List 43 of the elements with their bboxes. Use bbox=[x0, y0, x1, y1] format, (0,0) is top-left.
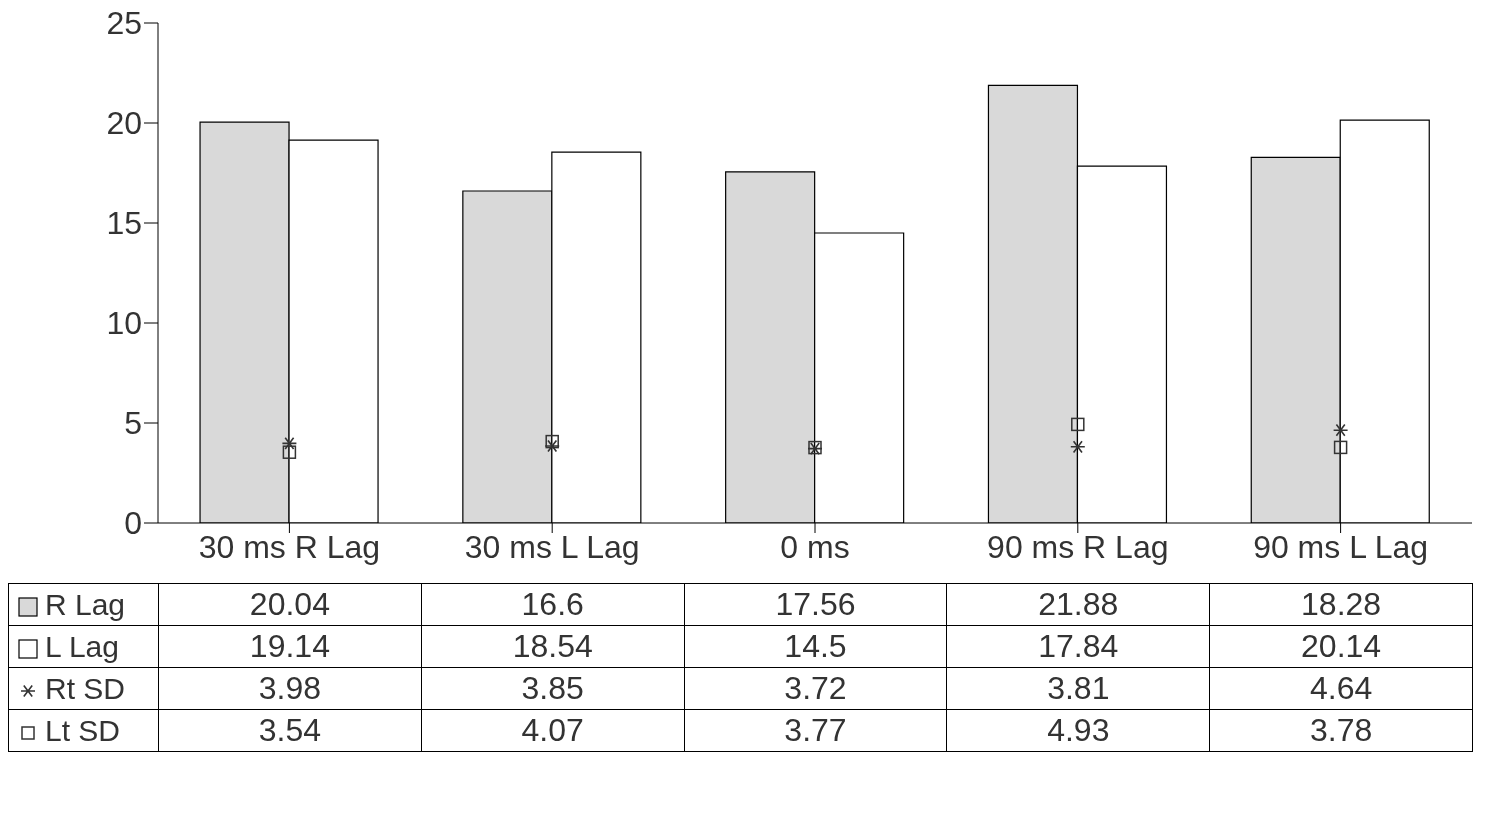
y-tick-label: 5 bbox=[124, 405, 142, 442]
data-label: 3.78 bbox=[1209, 709, 1473, 752]
y-tick-label: 15 bbox=[106, 205, 142, 242]
y-tick-label: 10 bbox=[106, 305, 142, 342]
data-label: 20.04 bbox=[158, 583, 422, 626]
data-label: 17.84 bbox=[946, 625, 1210, 668]
data-label: 18.28 bbox=[1209, 583, 1473, 626]
y-tick-label: 0 bbox=[124, 505, 142, 542]
point bbox=[1070, 440, 1086, 454]
legend-label: R Lag bbox=[8, 583, 159, 626]
data-label: 19.14 bbox=[158, 625, 422, 668]
data-label: 21.88 bbox=[946, 583, 1210, 626]
data-label: 3.85 bbox=[421, 667, 685, 710]
data-label: 3.81 bbox=[946, 667, 1210, 710]
y-tick-label: 20 bbox=[106, 105, 142, 142]
point bbox=[1071, 417, 1085, 432]
data-label: 17.56 bbox=[684, 583, 947, 626]
x-tick-label: 30 ms R Lag bbox=[198, 528, 381, 565]
point bbox=[1332, 423, 1349, 437]
legend-label: Rt SD bbox=[8, 667, 159, 710]
data-label: 3.77 bbox=[684, 709, 947, 752]
point bbox=[544, 439, 560, 453]
data-label: 4.93 bbox=[946, 709, 1210, 752]
x-tick-label: 90 ms L Lag bbox=[1253, 528, 1429, 565]
point bbox=[282, 445, 297, 459]
data-label: 3.98 bbox=[158, 667, 422, 710]
x-tick-label: 0 ms bbox=[780, 528, 850, 565]
data-label: 16.6 bbox=[421, 583, 685, 626]
data-label: 3.54 bbox=[158, 709, 422, 752]
data-label: 20.14 bbox=[1209, 625, 1473, 668]
data-label: 14.5 bbox=[684, 625, 947, 668]
data-label: 4.64 bbox=[1209, 667, 1473, 710]
data-label: 4.07 bbox=[421, 709, 685, 752]
data-label: 18.54 bbox=[421, 625, 685, 668]
legend-label: L Lag bbox=[8, 625, 159, 668]
legend-label: Lt SD bbox=[8, 709, 159, 752]
point bbox=[545, 434, 559, 449]
y-tick-label: 25 bbox=[106, 5, 142, 42]
x-tick-label: 90 ms R Lag bbox=[987, 528, 1169, 565]
point bbox=[281, 437, 298, 450]
data-label: 3.72 bbox=[684, 667, 947, 710]
point bbox=[1333, 440, 1348, 455]
x-tick-label: 30 ms L Lag bbox=[464, 528, 640, 565]
